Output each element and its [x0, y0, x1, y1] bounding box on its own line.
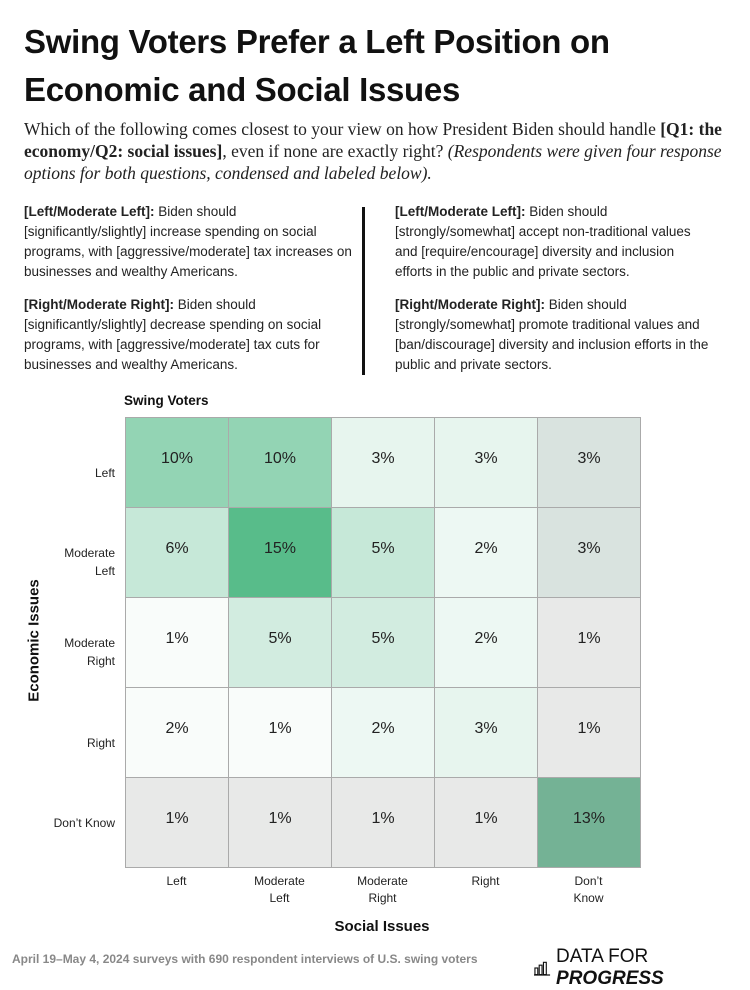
column-divider	[362, 207, 365, 375]
heatmap-cell: 3%	[434, 417, 538, 508]
heatmap-cell: 1%	[331, 777, 435, 868]
x-tick-label: Right	[471, 874, 500, 888]
y-tick-label: Moderate Left	[64, 546, 115, 578]
page-title: Swing Voters Prefer a Left Position on E…	[24, 23, 610, 108]
heatmap-cell: 3%	[537, 417, 641, 508]
heatmap-cell: 13%	[537, 777, 641, 868]
economic-definitions: [Left/Moderate Left]: Biden should [sign…	[24, 202, 354, 388]
chart-title: Swing Voters	[124, 393, 209, 408]
heatmap-cell: 2%	[434, 507, 538, 598]
bar-chart-icon	[534, 961, 551, 976]
heatmap-cell: 3%	[331, 417, 435, 508]
heatmap-cell: 10%	[228, 417, 332, 508]
heatmap-cell: 5%	[228, 597, 332, 688]
source-note: April 19–May 4, 2024 surveys with 690 re…	[12, 952, 478, 966]
heatmap-cell: 6%	[125, 507, 229, 598]
definition-right: [Right/Moderate Right]: Biden should [si…	[24, 297, 322, 372]
heatmap-cell: 2%	[331, 687, 435, 778]
heatmap-cell: 5%	[331, 507, 435, 598]
heatmap-cell: 1%	[434, 777, 538, 868]
question-text: Which of the following comes closest to …	[24, 119, 722, 183]
heatmap-cell: 5%	[331, 597, 435, 688]
x-axis-label: Social Issues	[334, 918, 430, 935]
heatmap-cell: 3%	[434, 687, 538, 778]
heatmap-cell: 1%	[228, 687, 332, 778]
heatmap-cell: 1%	[537, 687, 641, 778]
x-tick-label: Moderate Right	[357, 874, 408, 905]
definition-left: [Left/Moderate Left]: Biden should [sign…	[24, 204, 352, 279]
y-tick-label: Left	[94, 466, 115, 480]
y-tick-label: Moderate Right	[64, 636, 115, 668]
heatmap-cell: 3%	[537, 507, 641, 598]
logo: DATA FOR PROGRESS	[534, 946, 750, 990]
heatmap-cell: 15%	[228, 507, 332, 598]
heatmap-cell: 1%	[537, 597, 641, 688]
definition-right: [Right/Moderate Right]: Biden should [st…	[395, 297, 709, 372]
definition-left: [Left/Moderate Left]: Biden should [stro…	[395, 204, 691, 279]
y-axis-label: Economic Issues	[25, 579, 43, 702]
heatmap-cell: 2%	[434, 597, 538, 688]
x-tick-label: Left	[166, 874, 187, 888]
social-definitions: [Left/Moderate Left]: Biden should [stro…	[395, 202, 715, 388]
heatmap-cell: 1%	[228, 777, 332, 868]
heatmap-cell: 1%	[125, 777, 229, 868]
x-tick-label: Moderate Left	[254, 874, 305, 905]
heatmap-cell: 1%	[125, 597, 229, 688]
heatmap-cell: 10%	[125, 417, 229, 508]
y-tick-label: Right	[86, 736, 115, 750]
x-tick-label: Don’t Know	[573, 874, 604, 905]
heatmap-cell: 2%	[125, 687, 229, 778]
y-tick-label: Don’t Know	[53, 816, 115, 830]
